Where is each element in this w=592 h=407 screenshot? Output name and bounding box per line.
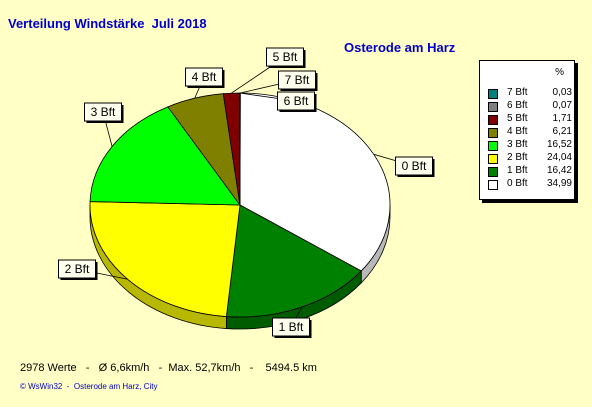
legend-item-7-bft: 7 Bft 0,03 xyxy=(486,87,572,99)
callout-label-7-bft: 7 Bft xyxy=(285,73,310,87)
legend-label: 6 Bft xyxy=(507,100,528,111)
legend-item-1-bft: 1 Bft 16,42 xyxy=(486,165,572,177)
callout-label-3-bft: 3 Bft xyxy=(91,105,116,119)
legend-item-3-bft: 3 Bft 16,52 xyxy=(486,139,572,151)
legend-label: 0 Bft xyxy=(507,178,528,189)
callout-label-0-bft: 0 Bft xyxy=(402,159,427,173)
legend-value: 16,52 xyxy=(546,139,572,150)
legend-value: 0,07 xyxy=(552,100,572,111)
legend-value: 34,99 xyxy=(546,178,572,189)
legend-label: 3 Bft xyxy=(507,139,528,150)
footer-stats: 2978 Werte - Ø 6,6km/h - Max. 52,7km/h -… xyxy=(20,362,317,374)
legend-swatch xyxy=(488,141,498,151)
pie-callouts: 0 Bft 1 Bft 2 Bft 3 Bft 4 Bft 5 Bft 6 Bft 7 Bft xyxy=(58,47,435,338)
legend-value: 6,21 xyxy=(552,126,572,137)
legend-swatch xyxy=(488,167,498,177)
legend-label: 7 Bft xyxy=(507,87,528,98)
legend-value: 1,71 xyxy=(552,113,572,124)
legend-label: 4 Bft xyxy=(507,126,528,137)
callout-box-6-bft xyxy=(277,91,315,111)
chart-title: Verteilung Windstärke Juli 2018 xyxy=(8,16,207,31)
pie-slices xyxy=(89,92,391,318)
chart-subtitle-location: Osterode am Harz xyxy=(344,40,456,55)
callout-box-4-bft xyxy=(185,67,223,87)
callout-label-4-bft: 4 Bft xyxy=(192,70,217,84)
legend-swatch xyxy=(488,154,498,164)
pie-slice-2-bft xyxy=(89,201,241,317)
callout-label-2-bft: 2 Bft xyxy=(65,262,90,276)
callout-label-1-bft: 1 Bft xyxy=(279,320,304,334)
callout-label-6-bft: 6 Bft xyxy=(284,94,309,108)
legend-swatch xyxy=(488,180,498,190)
legend-swatch xyxy=(488,102,498,112)
callout-box-5-bft xyxy=(266,47,304,67)
legend-swatch xyxy=(488,115,498,125)
callout-box-2-bft xyxy=(58,259,96,279)
legend-label: 1 Bft xyxy=(507,165,528,176)
callout-box-3-bft xyxy=(84,102,122,122)
legend-unit: % xyxy=(555,67,564,78)
legend-swatch xyxy=(488,128,498,138)
legend-item-5-bft: 5 Bft 1,71 xyxy=(486,113,572,125)
callout-label-5-bft: 5 Bft xyxy=(273,50,298,64)
callout-box-0-bft xyxy=(395,156,433,176)
legend-value: 24,04 xyxy=(546,152,572,163)
callout-box-7-bft xyxy=(278,70,316,90)
legend-value: 0,03 xyxy=(552,87,572,98)
legend-item-2-bft: 2 Bft 24,04 xyxy=(486,152,572,164)
legend-label: 2 Bft xyxy=(507,152,528,163)
legend: % 7 Bft 0,03 6 Bft 0,07 5 Bft 1,71 4 Bft 6,21 3 … xyxy=(479,60,575,200)
legend-value: 16,42 xyxy=(546,165,572,176)
legend-item-6-bft: 6 Bft 0,07 xyxy=(486,100,572,112)
legend-swatch xyxy=(488,89,498,99)
legend-item-0-bft: 0 Bft 34,99 xyxy=(486,178,572,190)
footer-credit: © WsWin32 - Osterode am Harz, City xyxy=(20,382,158,391)
legend-item-4-bft: 4 Bft 6,21 xyxy=(486,126,572,138)
legend-label: 5 Bft xyxy=(507,113,528,124)
callout-box-1-bft xyxy=(272,317,310,337)
